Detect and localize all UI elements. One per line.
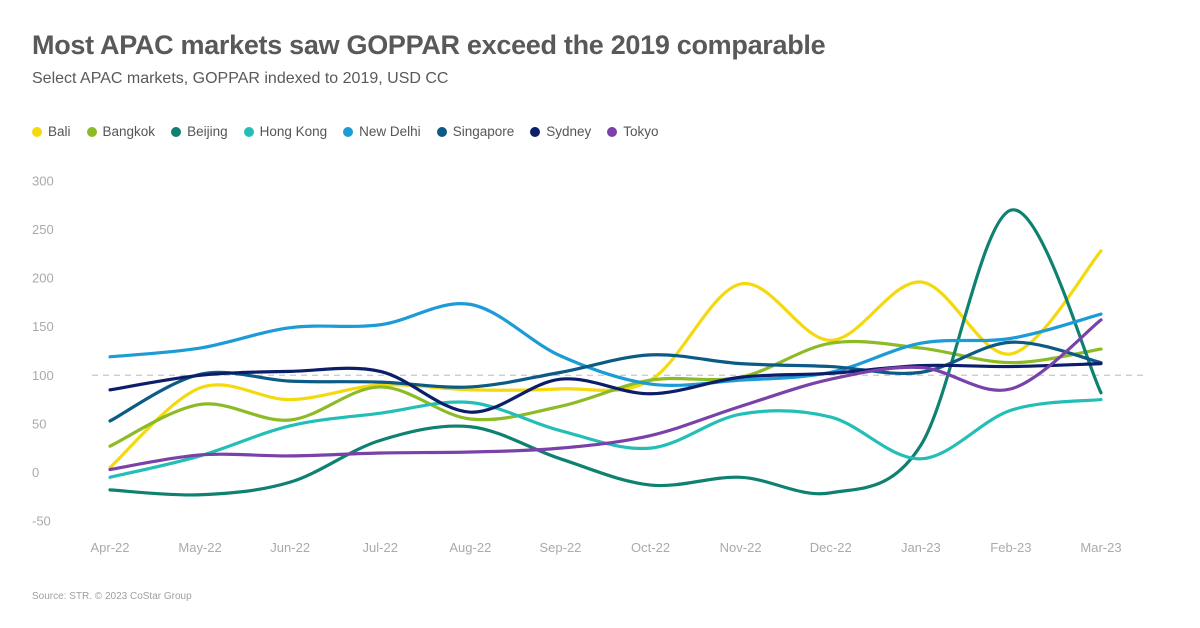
legend-item-bangkok: Bangkok bbox=[86, 124, 156, 139]
x-tick-label: Sep-22 bbox=[539, 540, 581, 555]
x-tick-label: Jan-23 bbox=[901, 540, 941, 555]
x-tick-label: Oct-22 bbox=[631, 540, 670, 555]
legend-swatch bbox=[243, 126, 254, 137]
y-tick-label: 0 bbox=[32, 465, 39, 480]
legend-swatch bbox=[530, 126, 541, 137]
x-tick-label: Jul-22 bbox=[363, 540, 398, 555]
x-tick-label: Dec-22 bbox=[810, 540, 852, 555]
legend-swatch bbox=[436, 126, 447, 137]
legend-item-hong-kong: Hong Kong bbox=[243, 124, 328, 139]
x-tick-label: Jun-22 bbox=[270, 540, 310, 555]
series-line-hong-kong bbox=[108, 397, 1103, 479]
y-tick-label: 150 bbox=[32, 319, 54, 334]
legend-label: Bali bbox=[48, 124, 71, 139]
y-tick-label: 50 bbox=[32, 416, 46, 431]
series-line-beijing bbox=[108, 208, 1103, 497]
legend-swatch bbox=[607, 126, 618, 137]
legend-item-singapore: Singapore bbox=[436, 124, 515, 139]
legend-label: Hong Kong bbox=[259, 124, 328, 139]
legend-label: Beijing bbox=[187, 124, 228, 139]
legend-swatch bbox=[32, 126, 42, 137]
y-axis: -50 0 50 100 150 200 250 300 bbox=[32, 174, 54, 529]
series-lines bbox=[108, 208, 1103, 497]
legend-swatch bbox=[171, 126, 182, 137]
legend-label: Sydney bbox=[546, 124, 592, 139]
series-line-singapore bbox=[108, 340, 1103, 423]
legend-item-bali: Bali bbox=[32, 124, 71, 139]
legend-swatch bbox=[343, 126, 354, 137]
source-note: Source: STR. © 2023 CoStar Group bbox=[32, 591, 192, 602]
series-line-tokyo bbox=[108, 318, 1103, 472]
y-tick-label: 300 bbox=[32, 174, 54, 189]
legend-item-sydney: Sydney bbox=[530, 124, 591, 139]
legend-label: New Delhi bbox=[359, 124, 421, 139]
legend-label: Bangkok bbox=[102, 124, 156, 139]
x-tick-label: Nov-22 bbox=[720, 540, 762, 555]
legend-item-tokyo: Tokyo bbox=[607, 124, 659, 139]
legend-label: Singapore bbox=[452, 124, 515, 139]
y-tick-label: 250 bbox=[32, 222, 54, 237]
chart-title: Most APAC markets saw GOPPAR exceed the … bbox=[32, 30, 826, 60]
x-tick-label: Apr-22 bbox=[90, 540, 129, 555]
x-tick-label: May-22 bbox=[178, 540, 221, 555]
y-tick-label: 200 bbox=[32, 271, 54, 286]
legend-swatch bbox=[86, 126, 97, 137]
legend-item-beijing: Beijing bbox=[171, 124, 228, 139]
chart-subtitle: Select APAC markets, GOPPAR indexed to 2… bbox=[32, 70, 449, 87]
series-line-bali bbox=[108, 249, 1103, 470]
series-line-new-delhi bbox=[108, 301, 1103, 387]
series-line-bangkok bbox=[108, 339, 1103, 448]
series-line-sydney bbox=[108, 362, 1103, 414]
x-tick-label: Aug-22 bbox=[449, 540, 491, 555]
legend-label: Tokyo bbox=[623, 124, 659, 139]
chart-legend: Bali Bangkok Beijing Hong Kong New Delhi Sing… bbox=[32, 124, 659, 139]
y-tick-label: 100 bbox=[32, 368, 54, 383]
legend-item-new-delhi: New Delhi bbox=[343, 124, 421, 139]
x-axis: Apr-22 May-22 Jun-22 Jul-22 Aug-22 Sep-22 Oct-… bbox=[90, 540, 1121, 555]
x-tick-label: Feb-23 bbox=[990, 540, 1031, 555]
y-tick-label: -50 bbox=[32, 514, 51, 529]
x-tick-label: Mar-23 bbox=[1080, 540, 1121, 555]
